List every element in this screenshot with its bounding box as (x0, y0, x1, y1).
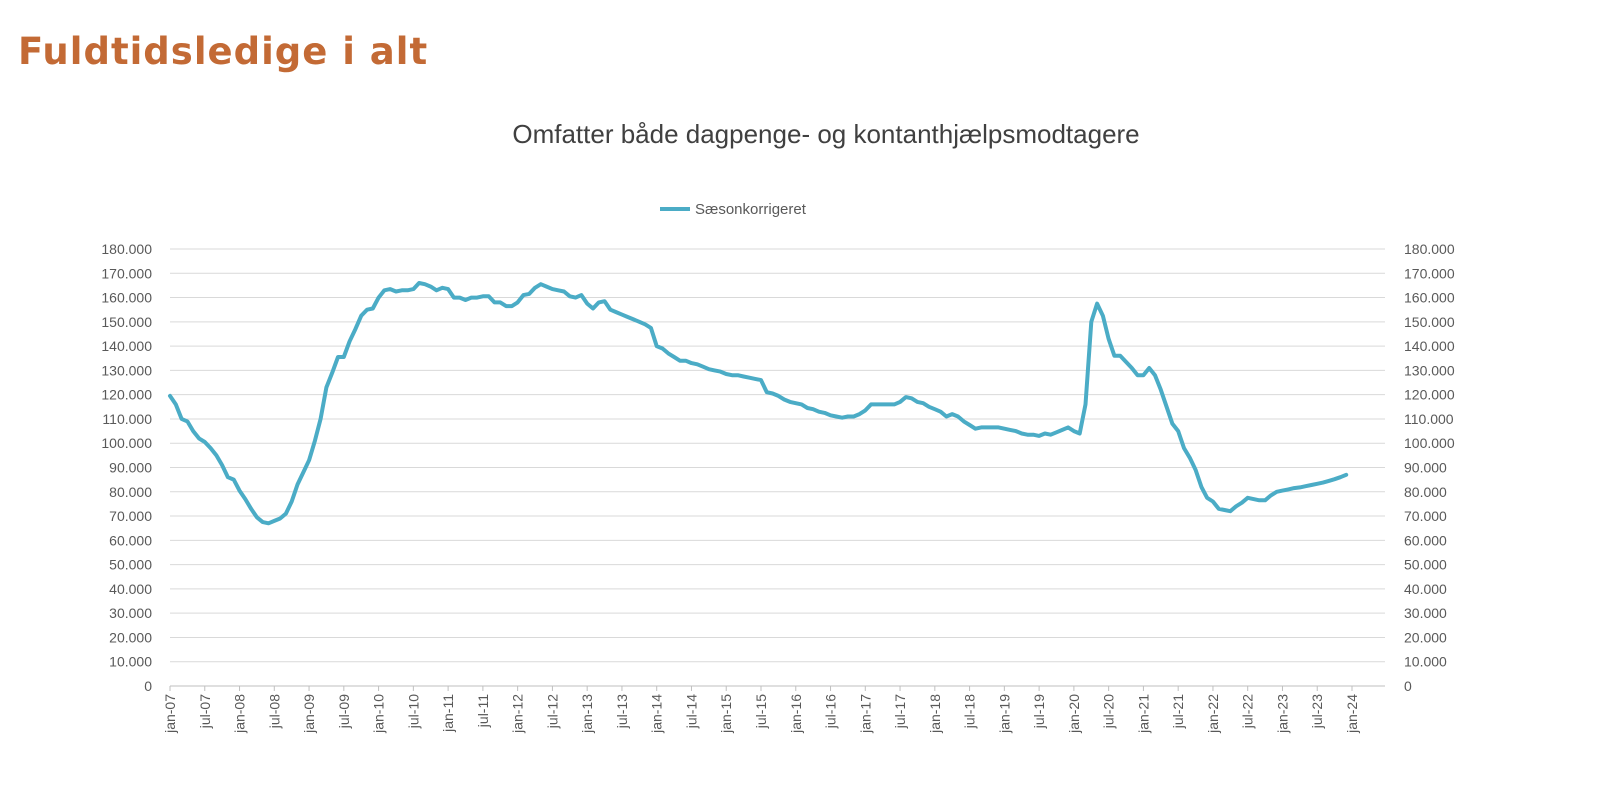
y-tick-label-right: 170.000 (1404, 265, 1455, 281)
y-tick-label-left: 140.000 (101, 338, 152, 354)
x-tick-label: jan-17 (857, 694, 873, 734)
x-tick-label: jul-11 (475, 694, 491, 728)
y-tick-label-right: 180.000 (1404, 241, 1455, 257)
y-tick-label-right: 100.000 (1404, 435, 1455, 451)
y-tick-label-left: 110.000 (102, 411, 152, 427)
x-tick-label: jul-17 (892, 694, 908, 729)
y-tick-label-left: 100.000 (101, 435, 152, 451)
x-tick-label: jul-12 (544, 694, 560, 729)
y-tick-label-left: 150.000 (101, 314, 152, 330)
y-tick-label-left: 50.000 (109, 557, 152, 573)
y-tick-label-left: 20.000 (109, 629, 152, 645)
x-tick-label: jan-09 (301, 694, 317, 734)
y-tick-label-left: 40.000 (109, 581, 152, 597)
y-tick-label-left: 70.000 (109, 508, 152, 524)
x-tick-label: jul-21 (1170, 694, 1186, 729)
y-tick-label-right: 90.000 (1404, 460, 1447, 476)
y-tick-label-left: 170.000 (101, 265, 152, 281)
y-tick-label-right: 130.000 (1404, 362, 1455, 378)
x-tick-label: jul-13 (614, 694, 630, 729)
x-tick-label: jan-12 (510, 694, 526, 734)
x-tick-label: jul-08 (266, 694, 282, 729)
y-tick-label-right: 0 (1404, 678, 1412, 694)
y-tick-label-right: 70.000 (1404, 508, 1447, 524)
y-tick-label-left: 60.000 (109, 532, 152, 548)
y-tick-label-right: 140.000 (1404, 338, 1455, 354)
y-tick-label-right: 80.000 (1404, 484, 1447, 500)
y-tick-label-left: 80.000 (109, 484, 152, 500)
y-tick-label-left: 160.000 (101, 290, 152, 306)
x-tick-label: jul-16 (823, 694, 839, 729)
x-tick-label: jan-15 (718, 694, 734, 734)
y-tick-label-left: 30.000 (109, 605, 152, 621)
y-tick-label-left: 130.000 (101, 362, 152, 378)
x-tick-label: jul-09 (336, 694, 352, 729)
y-tick-label-left: 180.000 (101, 241, 152, 257)
y-tick-label-right: 150.000 (1404, 314, 1455, 330)
legend: Sæsonkorrigeret (660, 201, 807, 218)
y-tick-label-left: 90.000 (109, 460, 152, 476)
x-tick-label: jul-22 (1240, 694, 1256, 729)
x-tick-label: jan-19 (996, 694, 1012, 734)
y-tick-label-left: 10.000 (109, 654, 152, 670)
y-tick-label-right: 120.000 (1404, 387, 1455, 403)
x-tick-label: jul-14 (683, 694, 699, 729)
y-tick-label-right: 110.000 (1404, 411, 1454, 427)
y-tick-label-right: 40.000 (1404, 581, 1447, 597)
y-tick-label-right: 30.000 (1404, 605, 1447, 621)
y-tick-label-right: 50.000 (1404, 557, 1447, 573)
x-tick-label: jan-16 (788, 694, 804, 734)
x-tick-label: jan-11 (440, 694, 456, 733)
x-tick-label: jul-18 (962, 694, 978, 729)
x-tick-label: jul-10 (405, 694, 421, 729)
x-tick-label: jan-10 (371, 694, 387, 734)
x-tick-label: jan-08 (232, 694, 248, 734)
chart-title: Omfatter både dagpenge- og kontanthjælps… (512, 119, 1139, 149)
x-tick-label: jan-23 (1274, 694, 1290, 734)
x-tick-label: jan-07 (162, 694, 178, 734)
y-tick-label-left: 0 (144, 678, 152, 694)
y-tick-label-right: 20.000 (1404, 629, 1447, 645)
x-tick-label: jan-24 (1344, 694, 1360, 734)
x-tick-label: jul-15 (753, 694, 769, 729)
x-tick-label: jan-18 (927, 694, 943, 734)
y-tick-label-left: 120.000 (101, 387, 152, 403)
page-title: Fuldtidsledige i alt (18, 30, 429, 73)
x-tick-label: jan-22 (1205, 694, 1221, 734)
legend-label: Sæsonkorrigeret (695, 201, 807, 218)
x-tick-label: jan-14 (649, 694, 665, 734)
y-tick-label-right: 60.000 (1404, 532, 1447, 548)
x-tick-label: jul-20 (1101, 694, 1117, 729)
y-tick-label-right: 160.000 (1404, 290, 1455, 306)
x-tick-label: jan-13 (579, 694, 595, 734)
y-tick-label-right: 10.000 (1404, 654, 1447, 670)
x-tick-label: jan-21 (1135, 694, 1151, 734)
x-tick-label: jul-07 (197, 694, 213, 729)
x-tick-label: jul-23 (1309, 694, 1325, 729)
x-tick-label: jan-20 (1066, 694, 1082, 734)
x-tick-label: jul-19 (1031, 694, 1047, 729)
series-line (168, 281, 1349, 526)
